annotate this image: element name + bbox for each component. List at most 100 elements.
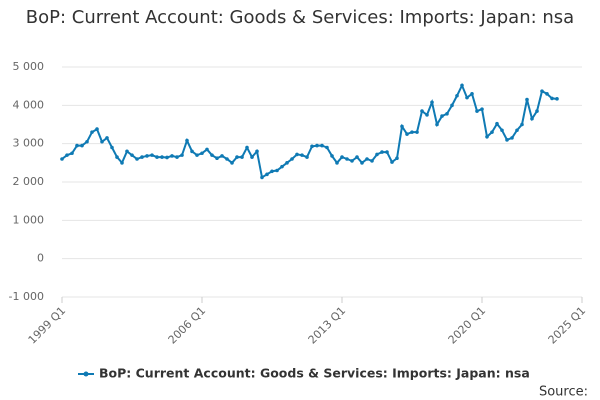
point <box>405 132 409 136</box>
point <box>460 83 464 88</box>
point <box>275 168 279 173</box>
point <box>165 155 169 160</box>
point <box>435 122 439 127</box>
point <box>195 153 199 157</box>
point <box>120 161 124 165</box>
x-tick-label: 1999 Q1 <box>26 304 69 347</box>
point <box>60 157 64 161</box>
point <box>380 150 384 154</box>
point <box>425 113 429 117</box>
point <box>390 160 394 164</box>
point <box>445 111 449 116</box>
point <box>515 128 519 133</box>
point <box>270 169 274 174</box>
point <box>135 157 139 161</box>
point <box>540 89 544 93</box>
y-tick-label: 4 000 <box>13 98 45 111</box>
point <box>190 149 194 154</box>
point <box>150 153 154 157</box>
point <box>530 116 534 121</box>
point <box>70 151 74 156</box>
point <box>410 130 414 134</box>
point <box>170 154 174 158</box>
x-tick-label: 2006 Q1 <box>166 304 209 347</box>
y-tick-label: 0 <box>37 252 44 265</box>
y-tick-label: -1 000 <box>9 290 44 303</box>
point <box>200 151 204 156</box>
point <box>320 143 324 148</box>
point <box>110 145 114 150</box>
point <box>415 130 419 134</box>
legend-label: BoP: Current Account: Goods & Services: … <box>99 366 530 381</box>
point <box>335 161 339 165</box>
point <box>315 143 319 148</box>
point <box>155 155 159 159</box>
point <box>105 136 109 140</box>
point <box>160 155 164 159</box>
point <box>245 145 249 150</box>
chart-title: BoP: Current Account: Goods & Services: … <box>25 7 575 28</box>
point <box>500 128 504 133</box>
point <box>205 147 209 152</box>
x-tick-label: 2013 Q1 <box>306 304 349 347</box>
point <box>355 155 359 159</box>
point <box>305 155 309 159</box>
point <box>75 143 79 148</box>
legend-marker <box>83 371 89 377</box>
point <box>220 154 224 158</box>
x-tick-label: 2020 Q1 <box>446 304 489 347</box>
point <box>360 161 364 165</box>
point <box>495 121 499 126</box>
point <box>480 107 484 111</box>
point <box>465 95 469 100</box>
point <box>505 138 509 142</box>
point <box>175 155 179 159</box>
point <box>290 157 294 161</box>
y-tick-label: 2 000 <box>13 175 45 188</box>
point <box>330 154 334 158</box>
point <box>235 155 239 159</box>
point <box>340 155 344 159</box>
point <box>420 109 424 113</box>
point <box>95 127 99 131</box>
point <box>365 157 369 161</box>
point <box>430 100 434 105</box>
point <box>310 144 314 149</box>
point <box>345 157 349 161</box>
point <box>525 97 529 102</box>
point <box>485 134 489 139</box>
y-tick-label: 1 000 <box>13 213 45 226</box>
point <box>385 150 389 154</box>
point <box>100 139 104 144</box>
point <box>85 139 89 144</box>
point <box>300 153 304 157</box>
point <box>350 159 354 163</box>
point <box>285 161 289 165</box>
point <box>545 92 549 96</box>
point <box>370 159 374 163</box>
point <box>475 109 479 113</box>
point <box>450 103 454 108</box>
source: Source: <box>539 385 588 400</box>
point <box>490 130 494 134</box>
point <box>210 153 214 157</box>
point <box>115 155 119 159</box>
point <box>180 153 184 157</box>
point <box>265 172 269 177</box>
point <box>260 175 264 180</box>
point <box>90 130 94 134</box>
y-tick-label: 3 000 <box>13 137 45 150</box>
point <box>225 157 229 161</box>
point <box>555 97 559 101</box>
point <box>140 155 144 159</box>
point <box>185 138 189 143</box>
point <box>470 92 474 96</box>
point <box>550 96 554 101</box>
point <box>375 152 379 157</box>
point <box>255 149 259 154</box>
point <box>400 124 404 129</box>
point <box>325 145 329 150</box>
point <box>240 155 244 159</box>
